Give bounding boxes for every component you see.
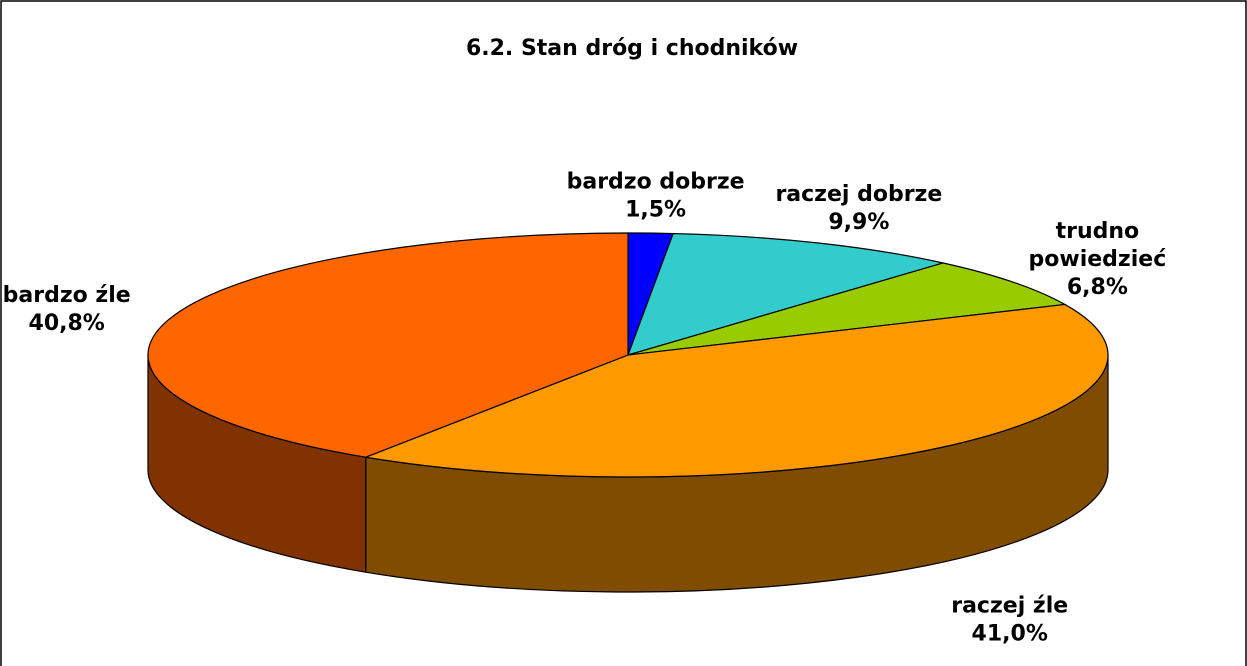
slice: [147, 232, 629, 458]
slice-value-label: 6,8%: [1067, 275, 1128, 300]
slice: [363, 303, 1109, 478]
slice-value-label: 41,0%: [972, 621, 1048, 646]
slice-label: raczej dobrze: [775, 182, 942, 207]
slice-value-label: 1,5%: [625, 198, 686, 223]
slice-value-label: 9,9%: [828, 210, 889, 235]
slice-label: raczej źle: [951, 593, 1068, 618]
slice: [627, 262, 1067, 356]
slice-label: bardzo źle: [3, 283, 131, 308]
slice-label: trudno powiedzieć: [1029, 219, 1167, 272]
slice-value-label: 40,8%: [29, 311, 105, 336]
slice: [627, 232, 944, 356]
chart-title: 6.2. Stan dróg i chodników: [466, 36, 798, 61]
slice-label: bardzo dobrze: [567, 170, 745, 195]
